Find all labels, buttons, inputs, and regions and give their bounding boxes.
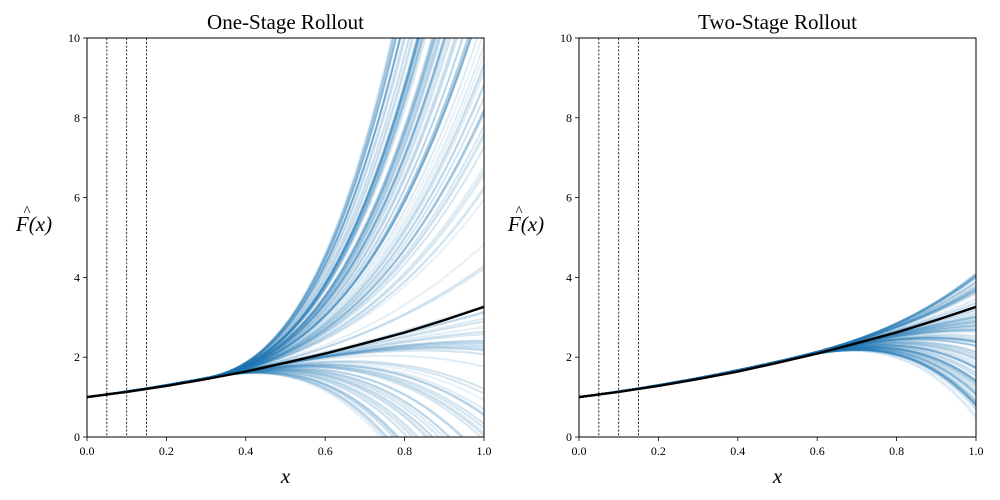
y-tick-label: 4 xyxy=(566,270,572,284)
panel-one-stage: One-Stage Rollout 0.0 0.2 0.4 0.6 0.8 1.0 0 2 4… xyxy=(15,10,492,488)
y-tick-label: 0 xyxy=(74,430,80,444)
y-tick-label: 0 xyxy=(566,430,572,444)
x-axis-label: x xyxy=(280,464,291,488)
reference-curve xyxy=(86,305,485,399)
x-tick-label: 0.4 xyxy=(238,444,253,458)
hat-accent: ^ xyxy=(515,204,522,220)
y-tick-label: 10 xyxy=(68,31,80,45)
x-tick-label: 0.8 xyxy=(397,444,412,458)
x-axis-ticks: 0.0 0.2 0.4 0.6 0.8 1.0 xyxy=(572,437,984,458)
x-tick-label: 0.6 xyxy=(810,444,825,458)
y-tick-label: 10 xyxy=(560,31,572,45)
plot-frame xyxy=(578,37,977,438)
y-tick-label: 6 xyxy=(74,191,80,205)
y-axis-label: F(x) ^ xyxy=(15,204,52,236)
y-tick-label: 2 xyxy=(566,350,572,364)
y-tick-label: 6 xyxy=(566,191,572,205)
x-tick-label: 0.4 xyxy=(730,444,745,458)
x-tick-label: 0.2 xyxy=(159,444,174,458)
y-tick-label: 8 xyxy=(74,111,80,125)
y-axis-label-text: F(x) xyxy=(15,212,52,236)
x-axis-ticks: 0.0 0.2 0.4 0.6 0.8 1.0 xyxy=(80,437,492,458)
plot-frame xyxy=(86,37,485,438)
y-tick-label: 4 xyxy=(74,270,80,284)
x-axis-label: x xyxy=(772,464,783,488)
x-tick-label: 0.0 xyxy=(572,444,587,458)
vertical-reference-lines xyxy=(106,38,147,437)
x-tick-label: 0.6 xyxy=(318,444,333,458)
x-tick-label: 0.0 xyxy=(80,444,95,458)
y-tick-label: 2 xyxy=(74,350,80,364)
y-axis-ticks: 0 2 4 6 8 10 xyxy=(68,31,87,444)
chart-title: Two-Stage Rollout xyxy=(698,10,857,34)
y-axis-ticks: 0 2 4 6 8 10 xyxy=(560,31,579,444)
x-tick-label: 0.8 xyxy=(889,444,904,458)
sample-curves xyxy=(87,38,484,437)
vertical-reference-lines xyxy=(598,38,639,437)
x-tick-label: 1.0 xyxy=(969,444,984,458)
y-axis-label-text: F(x) xyxy=(507,212,544,236)
reference-curve xyxy=(578,305,977,399)
chart-title: One-Stage Rollout xyxy=(207,10,364,34)
panel-two-stage: Two-Stage Rollout 0.0 0.2 0.4 0.6 0.8 1.0 0 2 4… xyxy=(507,10,984,488)
x-tick-label: 0.2 xyxy=(651,444,666,458)
y-axis-label: F(x) ^ xyxy=(507,204,544,236)
x-tick-label: 1.0 xyxy=(477,444,492,458)
hat-accent: ^ xyxy=(23,204,30,220)
y-tick-label: 8 xyxy=(566,111,572,125)
